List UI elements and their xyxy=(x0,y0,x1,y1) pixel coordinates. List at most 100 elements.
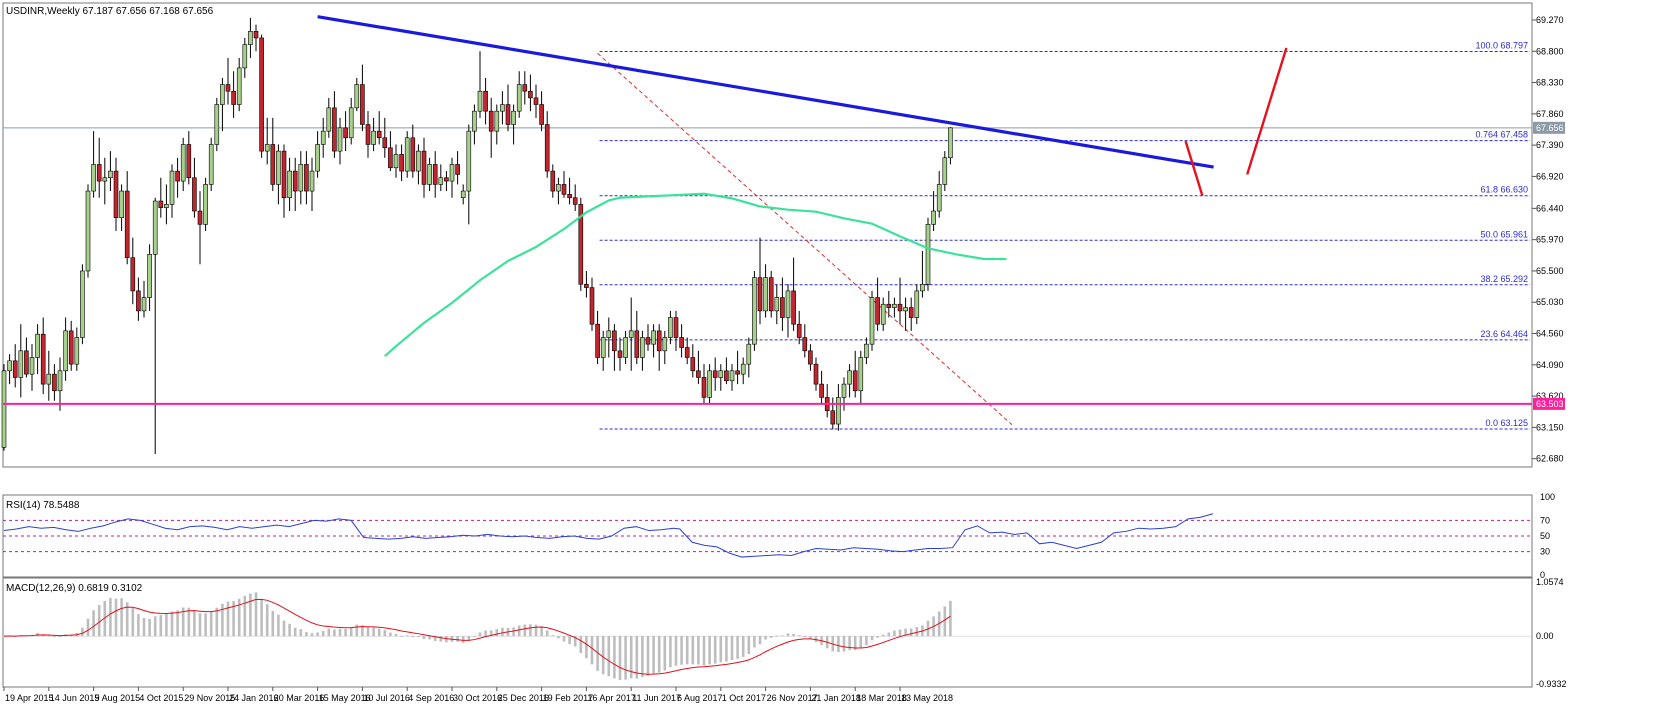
macd-histogram-bar xyxy=(153,616,157,637)
overlay-layer xyxy=(3,15,1532,405)
macd-axis-tick-label: -0.9332 xyxy=(1536,679,1567,689)
macd-axis-tick-label: 1.0574 xyxy=(1536,577,1564,587)
macd-histogram-bar xyxy=(842,636,846,652)
macd-histogram-bar xyxy=(170,611,174,637)
candle-body xyxy=(242,44,248,69)
main-panel-frame xyxy=(2,2,1533,468)
macd-histogram-bar xyxy=(775,635,779,637)
candle-body xyxy=(169,170,175,205)
macd-histogram-bar xyxy=(473,636,476,638)
macd-histogram-bar xyxy=(809,636,812,640)
macd-histogram-bar xyxy=(781,635,784,637)
macd-histogram-bar xyxy=(97,605,101,637)
macd-histogram-bar xyxy=(428,636,431,640)
candle-body xyxy=(808,350,813,365)
candle-body xyxy=(925,224,931,285)
main-panel-title: USDINR,Weekly 67.187 67.656 67.168 67.65… xyxy=(6,6,214,17)
macd-histogram-bar xyxy=(47,635,51,637)
candle-body xyxy=(567,194,572,199)
candle-body xyxy=(203,184,208,225)
macd-histogram-bar xyxy=(327,628,331,637)
candle-body xyxy=(472,110,477,132)
candle-body xyxy=(852,370,858,392)
fib-level-label: 38.2 65.292 xyxy=(1480,274,1528,284)
candle-body xyxy=(460,190,466,199)
candle-body xyxy=(656,330,662,352)
macd-histogram-bar xyxy=(747,636,751,655)
candle-body xyxy=(718,370,724,378)
macd-histogram-bar xyxy=(769,636,773,638)
macd-histogram-bar xyxy=(635,636,639,679)
macd-histogram-bar xyxy=(86,618,90,637)
candle-body xyxy=(393,154,399,169)
price-axis-tick-label: 64.090 xyxy=(1536,360,1564,370)
candle-body xyxy=(208,144,214,185)
macd-histogram-bar xyxy=(92,610,95,637)
macd-histogram-bar xyxy=(221,603,224,637)
price-axis-tick-label: 68.800 xyxy=(1536,46,1564,56)
candle-body xyxy=(197,210,203,225)
support-price-label: 63.503 xyxy=(1536,399,1564,409)
macd-histogram-bar xyxy=(204,613,207,637)
time-axis-tick-label: 26 Nov 2017 xyxy=(767,693,818,703)
rsi-line xyxy=(3,513,1214,558)
macd-histogram-bar xyxy=(411,636,415,638)
candle-body xyxy=(494,110,500,132)
macd-histogram-bar xyxy=(433,636,437,641)
macd-histogram-bar xyxy=(198,613,202,637)
candle-body xyxy=(147,254,152,298)
macd-histogram-bar xyxy=(557,636,560,639)
macd-histogram-bar xyxy=(596,636,599,671)
rsi-axis-tick-label: 100 xyxy=(1540,492,1555,502)
macd-histogram-bar xyxy=(489,630,493,637)
macd-histogram-bar xyxy=(114,598,118,637)
price-axis-tick-label: 65.970 xyxy=(1536,235,1564,245)
macd-histogram-bar xyxy=(2,636,6,638)
time-axis-tick-label: 10 Jul 2016 xyxy=(363,693,410,703)
candle-body xyxy=(68,330,74,365)
candle-body xyxy=(897,303,903,312)
candle-body xyxy=(600,337,606,358)
macd-histogram-bar xyxy=(260,598,263,637)
macd-histogram-bar xyxy=(456,636,459,642)
candle-body xyxy=(936,184,942,212)
macd-histogram-bar xyxy=(53,636,56,638)
macd-histogram-bar xyxy=(680,636,683,665)
macd-histogram-bar xyxy=(193,610,196,637)
candle-body xyxy=(802,337,808,352)
macd-panel-title: MACD(12,26,9) 0.6819 0.3102 xyxy=(6,583,143,594)
macd-histogram-bar xyxy=(249,593,252,637)
candle-body xyxy=(421,150,427,185)
macd-histogram-bar xyxy=(613,636,616,679)
candle-body xyxy=(315,144,320,172)
candle-body xyxy=(712,370,718,378)
candle-body xyxy=(634,330,640,358)
macd-histogram-bar xyxy=(652,636,655,674)
candle-body xyxy=(550,170,556,192)
time-axis-tick-label: 1 Oct 2017 xyxy=(722,693,766,703)
candle-body xyxy=(124,190,130,258)
fib-level-label: 0.764 67.458 xyxy=(1475,130,1528,140)
macd-histogram-bar xyxy=(333,629,336,637)
time-axis-tick-label: 15 May 2016 xyxy=(319,693,371,703)
candle-body xyxy=(645,337,651,345)
macd-histogram-bar xyxy=(618,636,622,681)
candle-body xyxy=(505,104,511,125)
candle-body xyxy=(763,277,768,312)
candle-body xyxy=(841,383,847,398)
macd-histogram-bar xyxy=(585,636,588,659)
candle-body xyxy=(298,164,304,192)
macd-histogram-bar xyxy=(271,611,275,637)
macd-histogram-bar xyxy=(321,631,325,637)
fib-swing-line xyxy=(597,52,1013,426)
candle-body xyxy=(628,330,634,338)
fib-level-label: 23.6 64.464 xyxy=(1480,329,1528,339)
candle-body xyxy=(85,190,91,272)
candle-body xyxy=(376,130,382,139)
candle-body xyxy=(544,124,550,172)
candle-body xyxy=(785,290,791,318)
candle-body xyxy=(813,363,819,385)
fib-level-label: 0.0 63.125 xyxy=(1485,418,1528,428)
candle-body xyxy=(46,373,52,385)
time-axis-tick-label: 16 Apr 2017 xyxy=(587,693,636,703)
